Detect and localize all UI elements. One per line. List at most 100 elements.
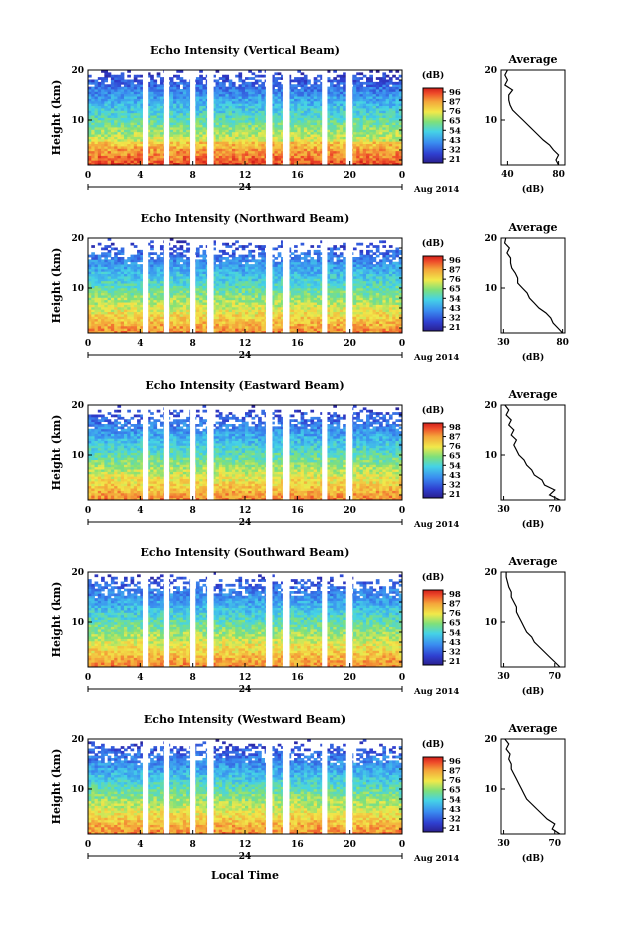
heatmap-cell [114, 110, 118, 114]
heatmap-cell [123, 81, 128, 85]
heatmap-cell [150, 131, 154, 135]
heatmap-cell [372, 330, 377, 334]
heatmap-cell [343, 110, 347, 114]
heatmap-cell [140, 304, 144, 308]
heatmap-cell [388, 89, 393, 92]
heatmap-cell [395, 141, 400, 145]
heatmap-cell [91, 91, 95, 95]
heatmap-cell [356, 153, 360, 156]
heatmap-cell [339, 157, 344, 161]
heatmap-cell [153, 311, 158, 315]
heatmap-cell [316, 100, 321, 104]
heatmap-cell [245, 162, 249, 166]
heatmap-cell [290, 103, 295, 107]
heatmap-cell [182, 98, 187, 102]
heatmap-cell [333, 306, 337, 310]
heatmap-cell [202, 328, 207, 332]
heatmap-cell [88, 89, 92, 92]
heatmap-cell [179, 306, 184, 310]
heatmap-cell [107, 136, 112, 140]
heatmap-cell [375, 299, 380, 303]
heatmap-cell [150, 304, 154, 308]
heatmap-cell [182, 321, 187, 324]
heatmap-cell [110, 91, 115, 95]
heatmap-cell [369, 103, 373, 107]
heatmap-cell [320, 311, 324, 315]
heatmap-cell [362, 98, 367, 102]
heatmap-cell [372, 157, 377, 161]
x-tick-label: 0 [85, 171, 91, 181]
heatmap-cell [277, 323, 282, 327]
heatmap-cell [382, 105, 387, 109]
heatmap-cell [173, 162, 177, 166]
heatmap-cell [120, 328, 125, 332]
heatmap-cell [320, 129, 324, 133]
heatmap-cell [179, 141, 184, 145]
heatmap-cell [336, 299, 341, 303]
heatmap-cell [398, 93, 403, 97]
heatmap-cell [372, 84, 377, 88]
heatmap-cell [316, 299, 321, 303]
heatmap-cell [395, 86, 400, 90]
heatmap-cell [330, 136, 334, 140]
heatmap-cell [251, 299, 256, 303]
heatmap-cell [225, 311, 230, 315]
heatmap-cell [146, 124, 151, 128]
heatmap-cell [123, 330, 128, 334]
heatmap-cell [369, 138, 373, 142]
heatmap-cell [280, 74, 285, 78]
heatmap-cell [271, 81, 275, 85]
heatmap-cell [176, 302, 180, 305]
heatmap-cell [137, 306, 141, 310]
heatmap-cell [277, 318, 282, 322]
heatmap-cell [153, 119, 158, 123]
heatmap-cell [336, 79, 341, 83]
heatmap-cell [130, 318, 135, 322]
heatmap-cell [300, 306, 305, 310]
heatmap-cell [215, 155, 220, 159]
heatmap-cell [107, 330, 112, 334]
heatmap-cell [182, 146, 187, 149]
heatmap-cell [146, 157, 151, 161]
heatmap-cell [101, 96, 105, 99]
heatmap-cell [362, 117, 367, 121]
heatmap-cell [310, 141, 315, 145]
heatmap-cell [169, 96, 174, 99]
heatmap-cell [182, 314, 187, 317]
heatmap-cell [153, 148, 158, 152]
heatmap-cell [238, 323, 243, 327]
heatmap-cell [352, 318, 357, 322]
heatmap-cell [110, 150, 115, 154]
heatmap-cell [375, 309, 380, 313]
heatmap-cell [307, 325, 311, 329]
heatmap-cell [159, 148, 164, 152]
heatmap-cell [369, 330, 373, 334]
heatmap-cell [274, 112, 279, 116]
heatmap-cell [388, 79, 393, 83]
heatmap-cell [176, 105, 180, 109]
heatmap-cell [130, 304, 135, 308]
heatmap-cell [120, 155, 125, 159]
heatmap-cell [120, 318, 125, 322]
heatmap-cell [222, 311, 226, 315]
heatmap-cell [225, 321, 230, 324]
heatmap-cell [222, 103, 226, 107]
heatmap-cell [137, 100, 141, 104]
heatmap-cell [320, 96, 324, 99]
heatmap-cell [245, 328, 249, 332]
heatmap-cell [176, 143, 180, 147]
heatmap-cell [366, 134, 370, 137]
heatmap-cell [258, 162, 262, 166]
heatmap-cell [133, 129, 138, 133]
heatmap-cell [202, 131, 207, 135]
heatmap-cell [179, 150, 184, 154]
heatmap-cell [359, 93, 364, 97]
heatmap-cell [359, 96, 364, 99]
heatmap-cell [199, 122, 203, 126]
heatmap-cell [173, 323, 177, 327]
heatmap-cell [195, 84, 200, 88]
heatmap-cell [97, 103, 102, 107]
heatmap-cell [352, 306, 357, 310]
heatmap-cell [179, 138, 184, 142]
heatmap-cell [294, 299, 298, 303]
